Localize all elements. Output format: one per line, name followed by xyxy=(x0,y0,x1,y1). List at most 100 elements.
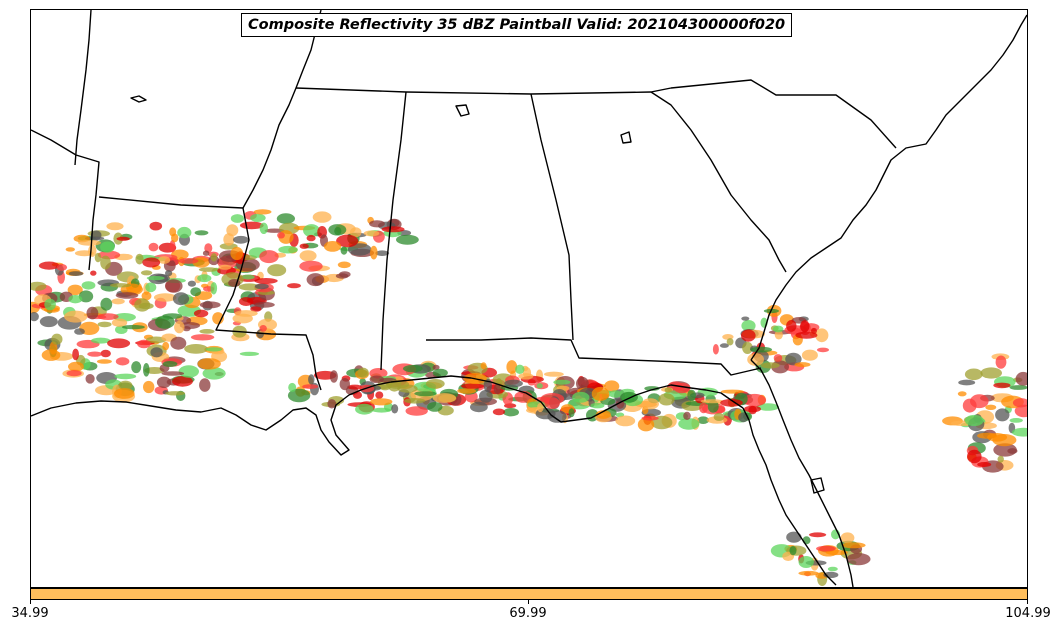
reflectivity-blob xyxy=(155,315,175,329)
reflectivity-blob xyxy=(992,434,1017,447)
reflectivity-blob xyxy=(815,328,829,343)
reflectivity-blob xyxy=(205,347,223,352)
reflectivity-blob xyxy=(801,349,818,361)
reflectivity-blob xyxy=(172,292,190,306)
reflectivity-blob xyxy=(370,398,393,406)
reflectivity-blob xyxy=(470,401,488,413)
reflectivity-blob xyxy=(68,271,84,276)
reflectivity-blob xyxy=(800,320,810,333)
reflectivity-blob xyxy=(303,224,320,238)
reflectivity-blob xyxy=(259,222,268,234)
colorbar-tick-middle xyxy=(528,600,529,604)
reflectivity-blob xyxy=(131,361,142,374)
reflectivity-blob xyxy=(114,388,135,399)
reflectivity-blob xyxy=(308,374,315,385)
reflectivity-blob xyxy=(327,399,337,409)
state-borders-and-coastlines xyxy=(31,10,1027,587)
reflectivity-blob xyxy=(78,290,94,303)
reflectivity-blob xyxy=(576,376,589,391)
lake-okeechobee xyxy=(810,477,825,494)
reflectivity-blob xyxy=(811,327,817,334)
reflectivity-blob xyxy=(299,260,323,272)
reflectivity-blob xyxy=(254,283,269,290)
lake-1 xyxy=(130,95,147,103)
reflectivity-paintball-layer xyxy=(31,209,1027,586)
reflectivity-blob xyxy=(148,242,159,252)
reflectivity-blob xyxy=(198,267,219,272)
colorbar-tick-left xyxy=(30,600,31,604)
colorbar-tick-right xyxy=(1027,600,1028,604)
reflectivity-blob xyxy=(809,532,827,538)
reflectivity-blob xyxy=(190,287,202,297)
reflectivity-blob xyxy=(547,410,567,423)
reflectivity-blob xyxy=(773,354,783,362)
reflectivity-blob xyxy=(199,378,211,392)
reflectivity-blob xyxy=(846,553,871,566)
reflectivity-blob xyxy=(678,418,700,430)
reflectivity-blob xyxy=(340,246,348,255)
reflectivity-blob xyxy=(747,353,764,366)
reflectivity-blob xyxy=(841,542,866,549)
map-panel xyxy=(30,9,1028,588)
reflectivity-blob xyxy=(254,301,275,308)
reflectivity-blob xyxy=(253,209,272,215)
reflectivity-blob xyxy=(515,364,525,374)
reflectivity-blob xyxy=(100,349,111,358)
reflectivity-blob xyxy=(786,320,797,332)
reflectivity-blob xyxy=(81,281,96,290)
reflectivity-blob xyxy=(503,408,519,417)
reflectivity-blob xyxy=(370,245,378,260)
reflectivity-blob xyxy=(425,379,445,389)
reflectivity-blob xyxy=(720,389,745,394)
reflectivity-blob xyxy=(197,274,212,283)
reflectivity-blob xyxy=(506,360,518,374)
reflectivity-blob xyxy=(66,370,82,377)
reflectivity-blob xyxy=(169,240,176,253)
reflectivity-blob xyxy=(1011,427,1027,437)
reflectivity-blob xyxy=(162,361,178,367)
reflectivity-blob xyxy=(748,405,757,415)
reflectivity-blob xyxy=(277,232,285,239)
reflectivity-blob xyxy=(259,325,267,332)
reflectivity-blob xyxy=(480,362,487,370)
reflectivity-blob xyxy=(137,339,151,349)
reflectivity-blob xyxy=(397,384,418,393)
reflectivity-blob xyxy=(199,301,221,309)
reflectivity-blob xyxy=(44,298,56,311)
map-title: Composite Reflectivity 35 dBZ Paintball … xyxy=(241,13,793,37)
reflectivity-blob xyxy=(1014,404,1027,418)
reflectivity-blob xyxy=(816,545,836,552)
reflectivity-blob xyxy=(760,362,780,369)
reflectivity-blob xyxy=(479,389,493,403)
reflectivity-blob xyxy=(712,344,719,355)
reflectivity-blob xyxy=(170,336,187,350)
reflectivity-blob xyxy=(184,344,208,354)
reflectivity-blob xyxy=(337,261,351,269)
reflectivity-blob xyxy=(187,280,196,287)
reflectivity-blob xyxy=(993,443,1017,457)
reflectivity-blob xyxy=(306,234,316,242)
reflectivity-blob xyxy=(90,270,97,276)
reflectivity-blob xyxy=(146,276,165,281)
reflectivity-blob xyxy=(302,384,319,389)
colorbar-tick-label-right: 104.99 xyxy=(1005,606,1051,621)
reflectivity-blob xyxy=(171,233,179,243)
border-ms-al xyxy=(380,91,407,371)
reflectivity-blob xyxy=(145,336,167,344)
reflectivity-blob xyxy=(347,384,363,390)
atlantic-coastline xyxy=(750,14,1027,361)
border-al-fl xyxy=(426,337,762,376)
reflectivity-blob xyxy=(967,449,982,464)
reflectivity-blob xyxy=(31,312,39,322)
reflectivity-blob xyxy=(993,382,1011,389)
reflectivity-blob xyxy=(840,532,855,544)
reflectivity-blob xyxy=(756,403,779,411)
colorbar-tick-label-middle: 69.99 xyxy=(509,606,547,621)
reflectivity-blob xyxy=(174,320,185,334)
reflectivity-blob xyxy=(637,417,655,432)
lake-3 xyxy=(620,131,632,144)
reflectivity-blob xyxy=(349,227,362,238)
reflectivity-blob xyxy=(414,391,437,397)
reflectivity-blob xyxy=(334,227,342,236)
reflectivity-blob xyxy=(145,282,157,293)
